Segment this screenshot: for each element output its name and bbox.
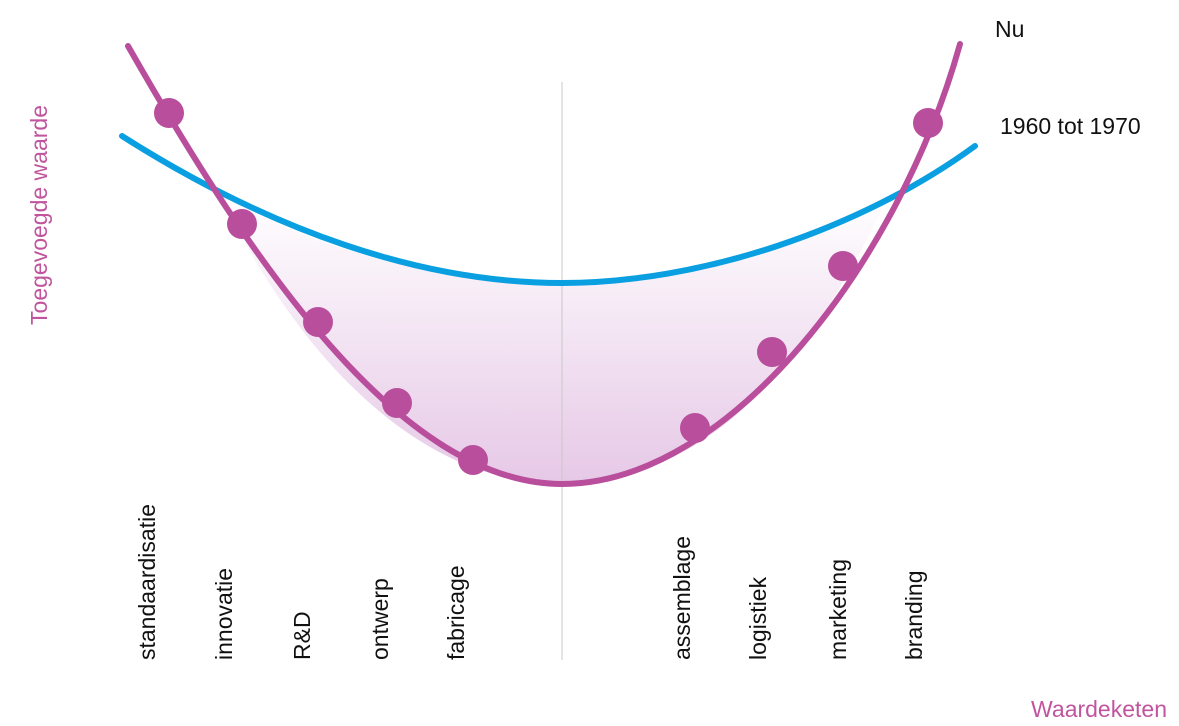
now-curve-markers xyxy=(154,98,943,475)
now-curve-line xyxy=(125,41,963,488)
marker-ontwerp xyxy=(382,388,412,418)
chain-label-marketing: marketing xyxy=(825,559,851,660)
marker-rd xyxy=(303,307,333,337)
marker-innovatie xyxy=(227,209,257,239)
marker-branding xyxy=(913,108,943,138)
chain-label-innovatie: innovatie xyxy=(211,568,237,660)
chain-label-assemblage: assemblage xyxy=(669,536,695,660)
legend-now-label: Nu xyxy=(995,16,1024,42)
marker-assemblage xyxy=(680,413,710,443)
chain-label-rd: R&D xyxy=(289,611,315,660)
chain-label-branding: branding xyxy=(901,570,927,660)
marker-fabricage xyxy=(458,445,488,475)
chain-label-standaardisatie: standaardisatie xyxy=(134,504,160,660)
chain-label-logistiek: logistiek xyxy=(745,576,771,660)
marker-marketing xyxy=(828,251,858,281)
value-chain-labels: standaardisatie innovatie R&D ontwerp fa… xyxy=(134,504,927,660)
chain-label-fabricage: fabricage xyxy=(443,565,469,660)
marker-logistiek xyxy=(757,337,787,367)
y-axis-label: Toegevoegde waarde xyxy=(26,105,52,325)
marker-standaardisatie xyxy=(154,98,184,128)
x-axis-label: Waardeketen xyxy=(1031,696,1167,722)
legend-past-label: 1960 tot 1970 xyxy=(1000,113,1141,139)
past-curve-line xyxy=(119,133,978,287)
chain-label-ontwerp: ontwerp xyxy=(367,578,393,660)
